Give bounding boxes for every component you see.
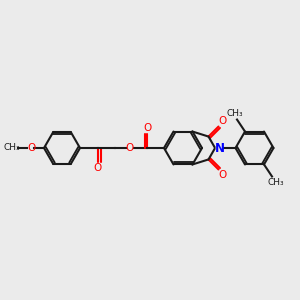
Text: O: O (27, 143, 35, 153)
Text: O: O (218, 116, 226, 125)
Text: CH₃: CH₃ (227, 109, 243, 118)
Text: CH₃: CH₃ (4, 143, 20, 152)
Text: O: O (126, 143, 134, 153)
Text: N: N (214, 142, 224, 154)
Text: O: O (143, 123, 151, 133)
Text: CH₃: CH₃ (268, 178, 284, 187)
Text: O: O (94, 163, 102, 173)
Text: O: O (218, 170, 226, 181)
